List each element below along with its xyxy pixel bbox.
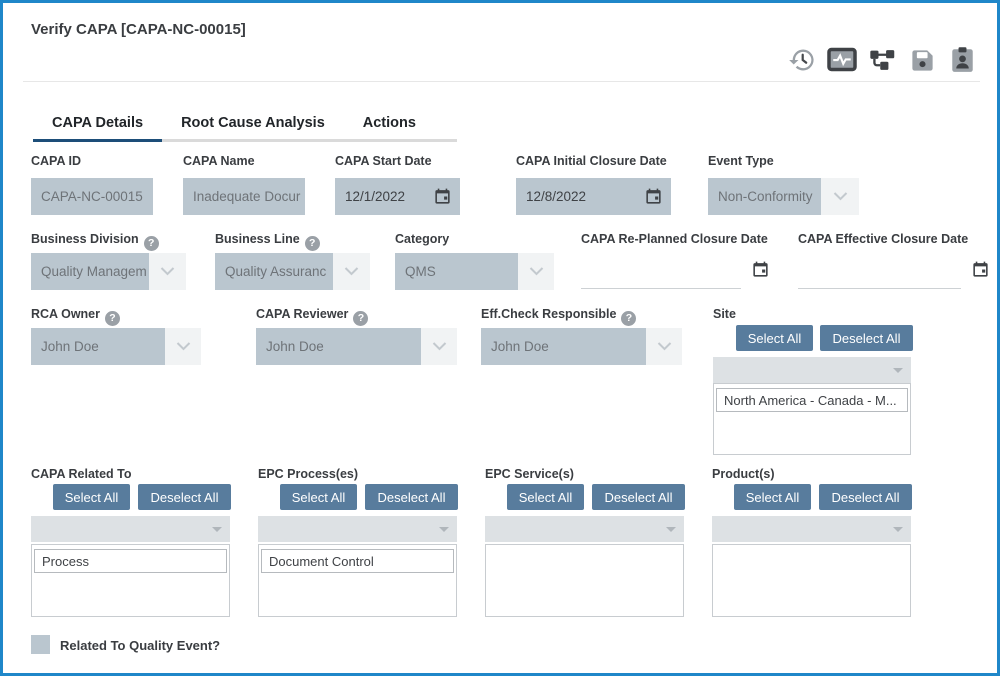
chevron-down-icon xyxy=(421,328,457,365)
history-icon[interactable] xyxy=(785,45,819,75)
workflow-icon[interactable] xyxy=(865,45,899,75)
capa-effective-closure-date-label: CAPA Effective Closure Date xyxy=(798,232,969,246)
site-label: Site xyxy=(713,307,736,321)
capa-initial-closure-date-input[interactable]: 12/8/2022 xyxy=(516,178,671,215)
capa-start-date-input[interactable]: 12/1/2022 xyxy=(335,178,460,215)
products-select-all-button[interactable]: Select All xyxy=(734,484,811,510)
rca-owner-label: RCA Owner? xyxy=(31,307,120,326)
site-list[interactable]: North America - Canada - M... xyxy=(713,383,911,455)
epc-services-select-all-button[interactable]: Select All xyxy=(507,484,584,510)
products-list[interactable] xyxy=(712,544,911,617)
help-icon[interactable]: ? xyxy=(105,310,120,326)
chevron-down-icon xyxy=(821,178,859,215)
site-list-item[interactable]: North America - Canada - M... xyxy=(716,388,908,412)
business-line-value: Quality Assuranc xyxy=(215,253,333,290)
event-type-select[interactable]: Non-Conformity xyxy=(708,178,859,215)
dropdown-arrow-icon xyxy=(439,527,449,532)
business-division-select[interactable]: Quality Managem xyxy=(31,253,186,290)
dropdown-arrow-icon xyxy=(666,527,676,532)
business-line-label: Business Line? xyxy=(215,232,320,251)
save-icon[interactable] xyxy=(905,45,939,75)
activity-monitor-icon[interactable] xyxy=(825,45,859,75)
related-to-quality-event-label: Related To Quality Event? xyxy=(60,638,221,653)
category-value: QMS xyxy=(395,253,518,290)
eff-check-responsible-value: John Doe xyxy=(481,328,646,365)
header-divider xyxy=(23,81,980,82)
epc-processes-list[interactable]: Document Control xyxy=(258,544,457,617)
capa-id-input[interactable]: CAPA-NC-00015 xyxy=(31,178,153,215)
help-icon[interactable]: ? xyxy=(353,310,369,326)
business-division-value: Quality Managem xyxy=(31,253,149,290)
capa-replanned-closure-date-label: CAPA Re-Planned Closure Date xyxy=(581,232,768,246)
capa-id-label: CAPA ID xyxy=(31,154,81,168)
epc-processes-dropdown[interactable] xyxy=(258,516,457,542)
capa-name-label: CAPA Name xyxy=(183,154,255,168)
chevron-down-icon xyxy=(646,328,682,365)
business-division-label: Business Division? xyxy=(31,232,159,251)
rca-owner-value: John Doe xyxy=(31,328,165,365)
chevron-down-icon xyxy=(333,253,370,290)
dropdown-arrow-icon xyxy=(212,527,222,532)
capa-initial-closure-date-value: 12/8/2022 xyxy=(526,189,587,204)
rca-owner-select[interactable]: John Doe xyxy=(31,328,201,365)
event-type-value: Non-Conformity xyxy=(708,178,821,215)
capa-related-to-list[interactable]: Process xyxy=(31,544,230,617)
epc-services-list[interactable] xyxy=(485,544,684,617)
tab-capa-details[interactable]: CAPA Details xyxy=(33,106,163,142)
capa-replanned-closure-date-input[interactable] xyxy=(581,253,741,289)
products-deselect-all-button[interactable]: Deselect All xyxy=(819,484,912,510)
calendar-icon[interactable] xyxy=(644,187,663,206)
business-line-select[interactable]: Quality Assuranc xyxy=(215,253,370,290)
capa-related-to-deselect-all-button[interactable]: Deselect All xyxy=(138,484,231,510)
chevron-down-icon xyxy=(149,253,186,290)
help-icon[interactable]: ? xyxy=(304,235,320,251)
epc-processes-select-all-button[interactable]: Select All xyxy=(280,484,357,510)
capa-name-input[interactable]: Inadequate Docur xyxy=(183,178,305,215)
products-dropdown[interactable] xyxy=(712,516,911,542)
capa-related-to-list-item[interactable]: Process xyxy=(34,549,227,573)
capa-reviewer-value: John Doe xyxy=(256,328,421,365)
eff-check-responsible-label: Eff.Check Responsible? xyxy=(481,307,637,326)
capa-related-to-select-all-button[interactable]: Select All xyxy=(53,484,130,510)
chevron-down-icon xyxy=(165,328,201,365)
capa-start-date-value: 12/1/2022 xyxy=(345,189,406,204)
epc-services-deselect-all-button[interactable]: Deselect All xyxy=(592,484,685,510)
capa-reviewer-select[interactable]: John Doe xyxy=(256,328,457,365)
capa-related-to-label: CAPA Related To xyxy=(31,467,132,481)
capa-initial-closure-date-label: CAPA Initial Closure Date xyxy=(516,154,667,168)
epc-processes-label: EPC Process(es) xyxy=(258,467,359,481)
dropdown-arrow-icon xyxy=(893,527,903,532)
audit-profile-icon[interactable] xyxy=(945,45,979,75)
help-icon[interactable]: ? xyxy=(621,310,637,326)
epc-processes-list-item[interactable]: Document Control xyxy=(261,549,454,573)
category-select[interactable]: QMS xyxy=(395,253,554,290)
event-type-label: Event Type xyxy=(708,154,774,168)
tab-root-cause-analysis[interactable]: Root Cause Analysis xyxy=(181,115,325,131)
help-icon[interactable]: ? xyxy=(143,235,159,251)
site-dropdown[interactable] xyxy=(713,357,911,383)
tab-bar: CAPA Details Root Cause Analysis Actions xyxy=(33,106,457,142)
eff-check-responsible-select[interactable]: John Doe xyxy=(481,328,682,365)
calendar-icon[interactable] xyxy=(971,260,990,279)
epc-services-label: EPC Service(s) xyxy=(485,467,574,481)
category-label: Category xyxy=(395,232,450,246)
capa-start-date-label: CAPA Start Date xyxy=(335,154,432,168)
page-title: Verify CAPA [CAPA-NC-00015] xyxy=(31,21,246,38)
tab-actions[interactable]: Actions xyxy=(362,115,416,131)
epc-processes-deselect-all-button[interactable]: Deselect All xyxy=(365,484,458,510)
site-select-all-button[interactable]: Select All xyxy=(736,325,813,351)
site-deselect-all-button[interactable]: Deselect All xyxy=(820,325,913,351)
chevron-down-icon xyxy=(518,253,554,290)
dropdown-arrow-icon xyxy=(893,368,903,373)
calendar-icon[interactable] xyxy=(751,260,770,279)
capa-reviewer-label: CAPA Reviewer? xyxy=(256,307,369,326)
capa-related-to-dropdown[interactable] xyxy=(31,516,230,542)
calendar-icon[interactable] xyxy=(433,187,452,206)
toolbar xyxy=(785,45,979,75)
epc-services-dropdown[interactable] xyxy=(485,516,684,542)
products-label: Product(s) xyxy=(712,467,775,481)
related-to-quality-event-checkbox[interactable] xyxy=(31,635,50,654)
capa-effective-closure-date-input[interactable] xyxy=(798,253,961,289)
